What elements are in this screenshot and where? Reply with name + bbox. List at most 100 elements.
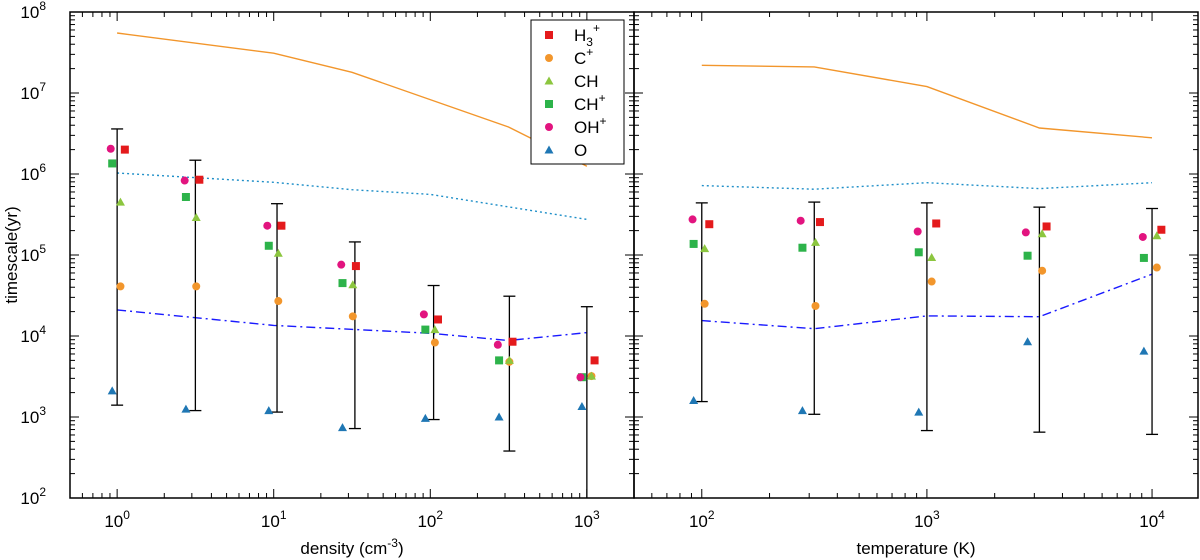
y-tick-label-base: 10 — [20, 84, 39, 103]
x-tick-label-base: 10 — [574, 512, 593, 531]
point-chplus — [495, 356, 504, 365]
point-o — [494, 412, 504, 421]
point-o — [1023, 337, 1033, 346]
x-tick-label: 102 — [417, 508, 443, 531]
legend-label-base: CH — [574, 95, 599, 114]
point-cplus — [1038, 266, 1047, 275]
y-tick-label-exp: 6 — [39, 161, 46, 175]
point-ch — [191, 213, 201, 222]
legend-label: CH — [574, 72, 599, 91]
legend-marker — [545, 100, 553, 108]
legend-label-sub: 3 — [586, 35, 593, 49]
y-axis-label: timescale(yr) — [2, 206, 21, 303]
x-tick-label-exp: 1 — [280, 508, 287, 522]
point-h3plus — [351, 262, 360, 271]
point-h3plus — [705, 220, 714, 229]
point-ohplus — [106, 144, 115, 153]
legend-label: H3+ — [574, 21, 600, 49]
point-o — [689, 395, 699, 404]
point-ohplus — [493, 340, 502, 349]
legend-marker — [544, 145, 554, 154]
point-chplus — [421, 325, 430, 334]
x-tick-label-base: 10 — [689, 512, 708, 531]
point-chplus — [264, 241, 273, 250]
point-ch — [273, 248, 283, 257]
y-tick-label: 106 — [20, 161, 46, 184]
point-chplus — [1023, 251, 1032, 260]
point-h3plus — [590, 356, 599, 365]
legend-label-sup: + — [593, 21, 600, 35]
y-tick-label-base: 10 — [20, 408, 39, 427]
x-tick-label-exp: 2 — [708, 508, 715, 522]
plot-area — [688, 64, 1166, 436]
point-ch — [811, 237, 821, 246]
y-tick-label: 107 — [20, 80, 46, 103]
point-cplus — [927, 277, 936, 286]
point-o — [577, 401, 587, 410]
point-h3plus — [195, 175, 204, 184]
y-tick-label: 103 — [20, 404, 46, 427]
legend-label-sup: + — [586, 45, 593, 59]
y-tick-label-exp: 7 — [39, 80, 46, 94]
y-tick-label-exp: 3 — [39, 404, 46, 418]
point-ch — [927, 253, 937, 262]
point-ch — [348, 280, 358, 289]
point-o — [338, 423, 348, 432]
x-tick-label-exp: 3 — [593, 508, 600, 522]
y-tick-label-base: 10 — [20, 165, 39, 184]
legend-label-base: C — [574, 49, 586, 68]
point-cplus — [700, 299, 709, 308]
y-tick-label-exp: 8 — [39, 0, 46, 13]
point-ohplus — [576, 373, 585, 382]
x-axis-label: temperature (K) — [856, 539, 975, 558]
x-axis-label-end: ) — [398, 539, 404, 558]
legend-marker — [545, 54, 553, 62]
point-chplus — [108, 159, 117, 168]
point-chplus — [338, 279, 347, 288]
point-cplus — [116, 282, 125, 291]
y-tick-label: 104 — [20, 323, 46, 346]
point-ch — [586, 371, 596, 380]
x-tick-label: 103 — [914, 508, 940, 531]
y-tick-label-base: 10 — [20, 246, 39, 265]
x-tick-label-base: 10 — [1139, 512, 1158, 531]
point-o — [264, 406, 274, 415]
legend-label: OH+ — [574, 114, 607, 137]
point-o — [914, 407, 924, 416]
point-o — [797, 406, 807, 415]
point-ohplus — [1021, 228, 1030, 237]
legend-label-base: O — [574, 141, 587, 160]
y-tick-label: 108 — [20, 0, 46, 22]
x-tick-label: 102 — [689, 508, 715, 531]
point-cplus — [192, 282, 201, 291]
x-axis-label-text: density (cm — [300, 539, 387, 558]
point-o — [107, 386, 117, 395]
point-h3plus — [815, 218, 824, 227]
point-ch — [430, 325, 440, 334]
legend-label-base: OH — [574, 118, 600, 137]
legend-label: CH+ — [574, 91, 606, 114]
point-ohplus — [419, 310, 428, 319]
x-tick-label: 104 — [1139, 508, 1165, 531]
x-tick-label-base: 10 — [104, 512, 123, 531]
point-cplus — [274, 297, 283, 306]
y-tick-label-base: 10 — [20, 489, 39, 508]
x-tick-label-exp: 2 — [436, 508, 443, 522]
legend-label: O — [574, 141, 587, 160]
point-chplus — [914, 248, 923, 257]
legend-box — [530, 19, 625, 165]
x-tick-label: 101 — [261, 508, 287, 531]
x-axis-label: density (cm-3) — [300, 536, 403, 558]
point-ch — [700, 244, 710, 253]
point-o — [181, 404, 191, 413]
legend-label: C+ — [574, 45, 593, 68]
point-o — [420, 413, 430, 422]
point-h3plus — [1157, 225, 1166, 234]
point-h3plus — [1042, 222, 1051, 231]
point-ch — [1037, 229, 1047, 238]
line-upper — [117, 32, 588, 167]
point-h3plus — [277, 221, 286, 230]
